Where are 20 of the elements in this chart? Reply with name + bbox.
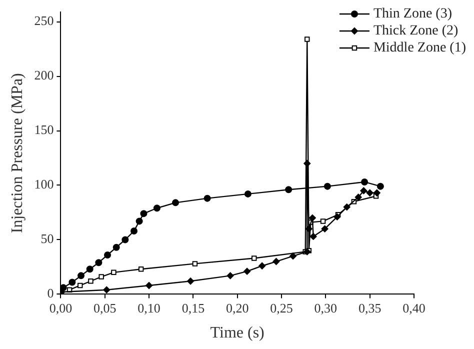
legend-label: Thin Zone (3) — [373, 6, 452, 22]
x-tick-label: 0,20 — [226, 300, 249, 316]
x-tick-label: 0,35 — [358, 300, 382, 316]
x-tick-label: 0,10 — [138, 300, 160, 316]
y-tick-label: 0 — [47, 286, 54, 301]
y-tick-label: 250 — [34, 13, 54, 28]
y-tick-label: 100 — [34, 176, 54, 192]
x-tick-label: 0,00 — [49, 300, 72, 316]
y-tick-label: 50 — [40, 231, 54, 246]
x-tick-label: 0,05 — [93, 300, 116, 316]
x-tick-label: 0,15 — [182, 300, 205, 316]
x-tick-label: 0,30 — [314, 300, 338, 316]
y-tick-label: 200 — [34, 68, 54, 83]
y-axis-title: Injection Pressure (MPa) — [8, 73, 26, 234]
legend-label: Thick Zone (2) — [373, 24, 459, 39]
x-tick-label: 0,40 — [402, 300, 426, 316]
x-axis-title: Time (s) — [210, 324, 264, 342]
legend-label: Middle Zone (1) — [373, 40, 466, 56]
y-tick-label: 150 — [34, 122, 54, 138]
x-tick-label: 0,25 — [270, 300, 293, 316]
